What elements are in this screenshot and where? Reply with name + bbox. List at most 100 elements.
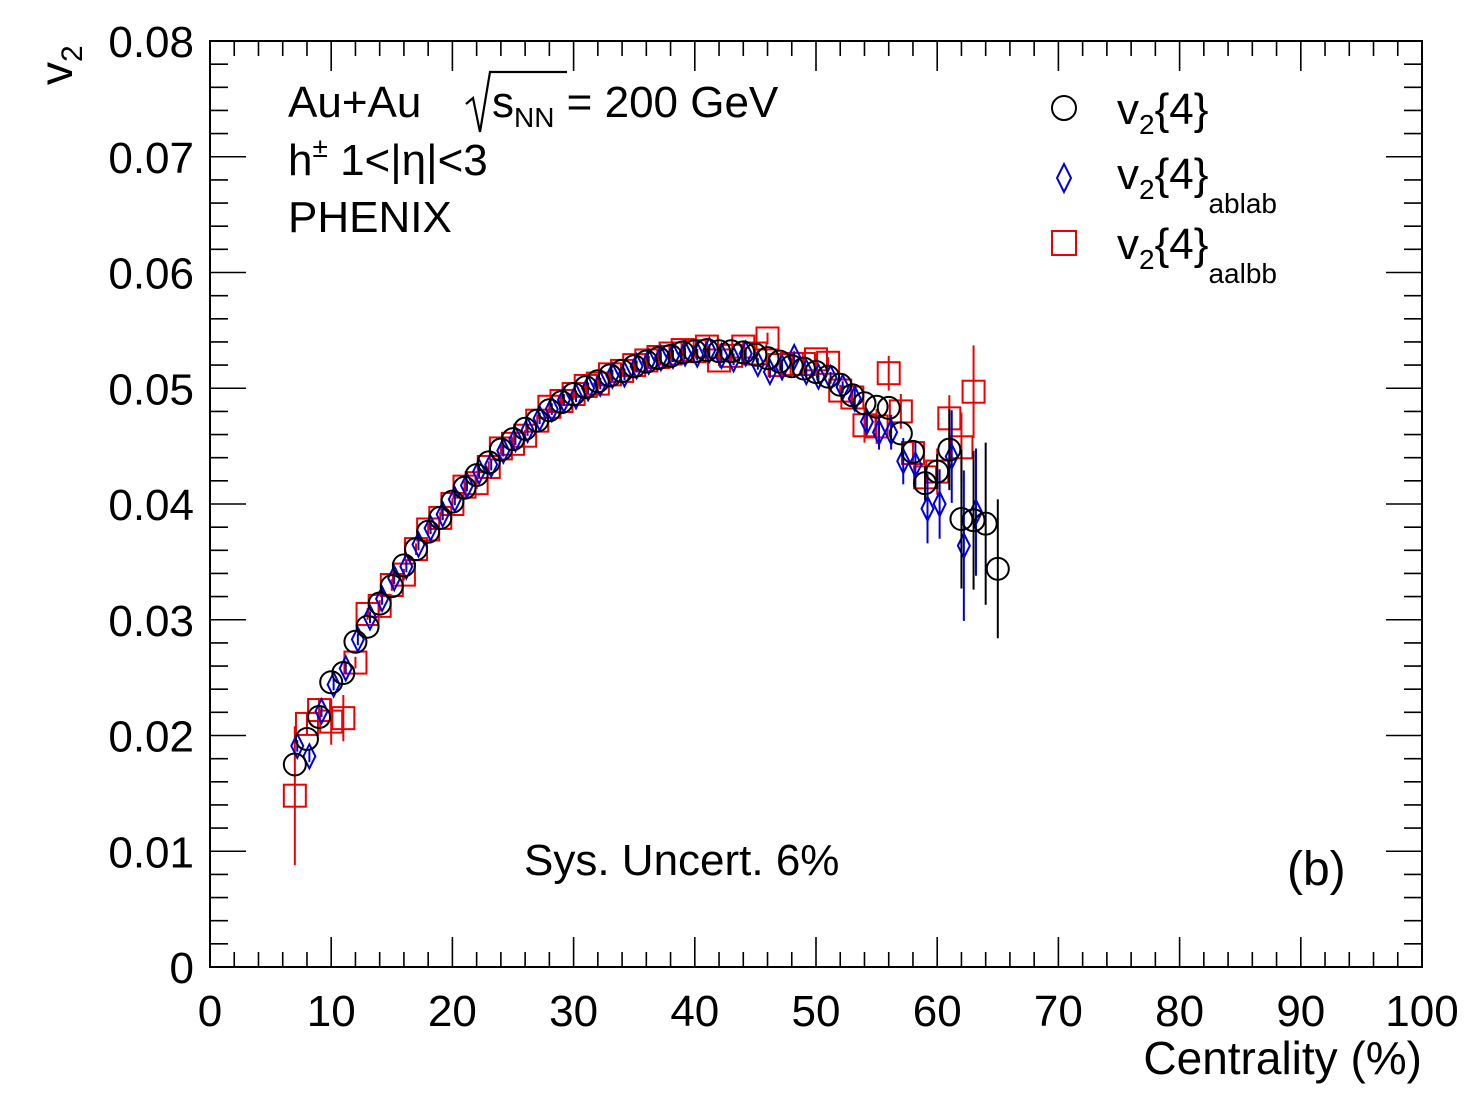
data-point-circle [682, 339, 707, 364]
data-point-diamond [399, 552, 414, 581]
data-point-circle [537, 398, 562, 423]
x-tick-label: 60 [913, 987, 962, 1036]
data-point-circle [670, 340, 695, 365]
annotation-particle-text: h [288, 136, 312, 185]
sqrt-sign-icon [465, 70, 567, 133]
data-point-diamond [871, 417, 887, 447]
data-point-circle [331, 660, 356, 685]
data-point-diamond [532, 404, 547, 433]
x-tick-label: 20 [428, 987, 477, 1036]
data-point-diamond [750, 349, 765, 379]
data-point-circle [585, 369, 610, 394]
data-point-diamond [290, 731, 305, 761]
legend-entry-v2-4-tail: {4} [1155, 85, 1209, 134]
data-point-circle [367, 591, 392, 616]
data-point-circle [428, 505, 453, 530]
data-point-diamond [459, 471, 475, 500]
data-point-diamond [496, 436, 511, 465]
data-point-diamond [968, 497, 984, 527]
data-point-diamond [956, 531, 971, 560]
data-point-circle [719, 339, 744, 364]
data-point-circle [319, 670, 344, 695]
legend-entry-v2-4-main: v [1117, 85, 1139, 134]
legend-entry-aalbb-tail: {4} [1155, 220, 1209, 269]
data-point-circle [852, 391, 877, 416]
data-point-diamond [944, 442, 959, 471]
x-tick-label: 90 [1276, 987, 1325, 1036]
data-point-circle [646, 346, 671, 371]
x-axis-label: Centrality (%) [1143, 1032, 1422, 1084]
data-point-square [876, 361, 901, 386]
x-tick-label: 40 [670, 987, 719, 1036]
data-point-diamond [302, 742, 317, 771]
y-tick-label: 0.03 [108, 597, 194, 646]
svg-text:v2: v2 [30, 45, 89, 85]
y-axis-label: v2 [30, 45, 89, 85]
data-point-square [755, 326, 780, 351]
annotation-energy-sub: NN [514, 102, 554, 133]
y-tick-label: 0.05 [108, 365, 194, 414]
data-point-circle [452, 475, 477, 500]
data-point-circle [379, 574, 404, 599]
data-point-circle [804, 360, 828, 385]
data-point-circle [900, 439, 925, 464]
data-point-circle [391, 553, 416, 578]
data-point-circle [610, 358, 635, 383]
data-point-circle [694, 338, 719, 363]
data-point-diamond [605, 361, 620, 390]
data-point-circle [343, 629, 368, 654]
data-point-circle [949, 507, 974, 532]
annotation-system-text: Au+Au [288, 78, 421, 127]
data-point-circle [840, 383, 865, 408]
data-point-diamond [508, 424, 523, 454]
legend-entry-v2-4-aalbb: v2{4}aalbb [1117, 220, 1277, 289]
data-point-diamond [556, 385, 572, 415]
y-tick-label: 0.04 [108, 481, 194, 530]
y-axis-label-main: v [30, 62, 82, 85]
legend-entry-ablab-sub2: ablab [1208, 188, 1277, 219]
panel-label: (b) [1287, 843, 1346, 896]
data-point-diamond [568, 382, 584, 411]
data-point-circle [561, 382, 586, 407]
annotation-energy-value: = 200 GeV [554, 78, 778, 127]
y-tick-label: 0.02 [108, 713, 194, 762]
data-point-diamond [932, 489, 947, 519]
data-point-diamond [641, 347, 656, 376]
x-tick-label: 0 [198, 987, 222, 1036]
annotation-eta-range: 1<|η|<3 [328, 136, 488, 185]
data-point-circle [513, 416, 538, 441]
legend-entry-v2-4-ablab: v2{4}ablab [1117, 150, 1277, 219]
data-point-circle [731, 340, 756, 365]
data-point-diamond [665, 341, 681, 371]
data-point-circle [707, 339, 732, 364]
data-point-circle [634, 349, 659, 374]
data-point-circle [791, 356, 816, 381]
data-point-diamond [447, 485, 462, 514]
legend-entry-ablab-main: v [1117, 150, 1139, 199]
annotation-energy-sym: s [492, 78, 514, 127]
data-point-circle [755, 346, 780, 371]
data-point-diamond [593, 369, 608, 398]
data-point-circle [573, 375, 598, 400]
y-axis-label-sub: 2 [56, 45, 89, 62]
data-point-circle [937, 437, 962, 462]
data-point-circle [876, 395, 901, 420]
legend-entry-ablab-sub: 2 [1139, 174, 1155, 205]
data-point-circle [476, 450, 501, 475]
data-point-diamond [884, 417, 899, 447]
annotation-sys-uncert: Sys. Uncert. 6% [524, 836, 839, 885]
x-tick-label: 10 [307, 987, 356, 1036]
x-tick-labels: 0 10 20 30 40 50 60 70 80 90 100 [198, 987, 1459, 1036]
annotation-particle: h± 1<|η|<3 [288, 132, 488, 185]
legend-entry-aalbb-sub: 2 [1139, 244, 1155, 275]
data-points [282, 326, 1010, 866]
data-point-circle [464, 463, 489, 488]
y-tick-label: 0.01 [108, 828, 194, 877]
data-point-circle [549, 390, 574, 415]
y-tick-labels: 0 0.01 0.02 0.03 0.04 0.05 0.06 0.07 0.08 [108, 18, 194, 993]
data-point-circle [767, 349, 792, 374]
data-point-circle [404, 537, 429, 562]
legend-entry-v2-4-sub: 2 [1139, 109, 1155, 140]
legend-entry-aalbb-sub2: aalbb [1208, 258, 1277, 289]
